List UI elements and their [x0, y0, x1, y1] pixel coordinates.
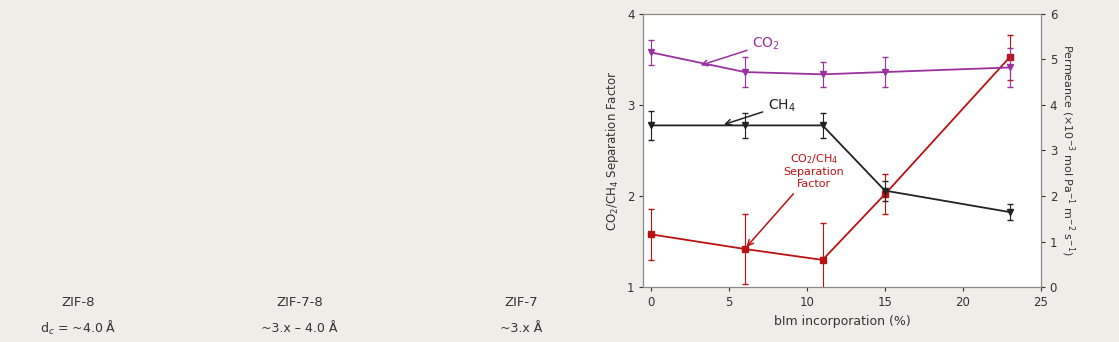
Y-axis label: CO$_2$/CH$_4$ Separation Factor: CO$_2$/CH$_4$ Separation Factor	[604, 70, 621, 231]
Text: ZIF-8: ZIF-8	[62, 296, 95, 309]
Text: ~3.x Å: ~3.x Å	[500, 322, 542, 335]
Y-axis label: Permeance (×10$^{-3}$ mol Pa$^{-1}$ m$^{-2}$ s$^{-1}$): Permeance (×10$^{-3}$ mol Pa$^{-1}$ m$^{…	[1059, 44, 1076, 256]
Text: d$_c$ = ~4.0 Å: d$_c$ = ~4.0 Å	[39, 319, 116, 337]
Text: CO$_2$: CO$_2$	[703, 36, 780, 66]
X-axis label: bIm incorporation (%): bIm incorporation (%)	[773, 315, 911, 328]
Text: CO$_2$/CH$_4$
Separation
Factor: CO$_2$/CH$_4$ Separation Factor	[747, 152, 845, 246]
Text: CH$_4$: CH$_4$	[725, 97, 796, 125]
Text: ZIF-7: ZIF-7	[504, 296, 537, 309]
Text: ZIF-7-8: ZIF-7-8	[276, 296, 322, 309]
Text: ~3.x – 4.0 Å: ~3.x – 4.0 Å	[261, 322, 338, 335]
